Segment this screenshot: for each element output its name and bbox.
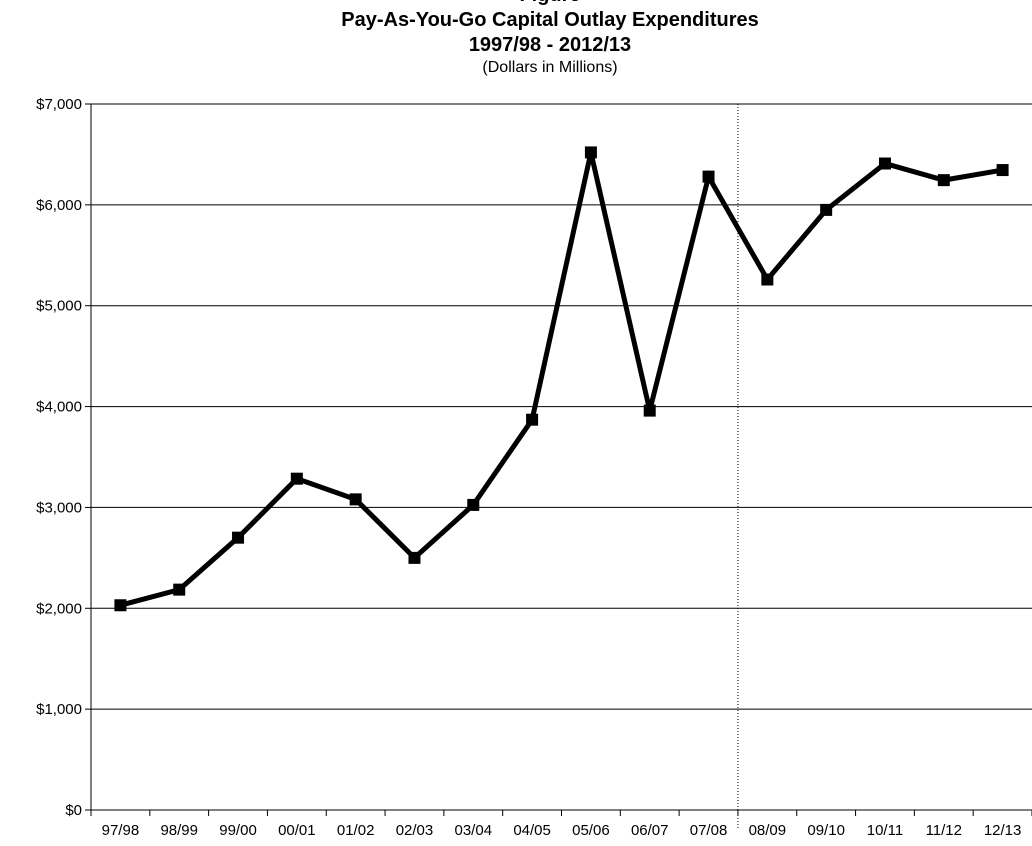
chart-title-clipped: Figure: [0, 0, 1032, 8]
data-point-marker: [467, 498, 480, 511]
x-tick-label: 97/98: [102, 822, 140, 839]
data-point-marker: [349, 493, 362, 506]
data-point-marker: [643, 404, 656, 417]
axes: [85, 103, 1032, 816]
x-tick-label: 05/06: [572, 822, 610, 839]
data-point-marker: [761, 273, 774, 286]
x-tick-label: 03/04: [455, 822, 493, 839]
data-point-marker: [232, 531, 245, 544]
x-tick-label: 06/07: [631, 822, 669, 839]
chart-title-block: Figure Pay-As-You-Go Capital Outlay Expe…: [0, 0, 1032, 78]
x-tick-label: 10/11: [867, 822, 903, 839]
gridlines: [91, 103, 1032, 828]
data-point-marker: [996, 164, 1009, 177]
y-tick-label: $3,000: [36, 499, 82, 516]
data-point-marker: [173, 583, 186, 596]
x-tick-label: 01/02: [337, 822, 375, 839]
chart-title: Pay-As-You-Go Capital Outlay Expenditure…: [341, 9, 759, 31]
x-tick-label: 07/08: [690, 822, 728, 839]
y-axis-tick-labels: $0 $1,000 $2,000 $3,000 $4,000 $5,000 $6,000 $7…: [36, 96, 82, 819]
data-point-marker: [290, 472, 303, 485]
data-point-marker: [937, 174, 950, 187]
data-point-marker: [702, 170, 715, 183]
data-point-marker: [526, 413, 539, 426]
data-point-marker: [584, 146, 597, 159]
data-point-marker: [408, 551, 421, 564]
y-tick-label: $5,000: [36, 298, 82, 315]
x-tick-label: 09/10: [807, 822, 845, 839]
x-tick-label: 12/13: [984, 822, 1022, 839]
data-point-marker: [114, 599, 127, 612]
x-axis-tick-labels: 97/98 98/99 99/00 00/01 01/02 02/03 03/04 04/05…: [102, 822, 1022, 839]
y-tick-label: $1,000: [36, 701, 82, 718]
x-tick-label: 98/99: [160, 822, 198, 839]
x-tick-label: 08/09: [749, 822, 787, 839]
series-line: [119, 151, 1004, 608]
chart-unit-note: (Dollars in Millions): [482, 59, 618, 76]
data-point-marker: [820, 203, 833, 216]
x-tick-label: 11/12: [926, 822, 962, 839]
data-point-marker: [878, 157, 891, 170]
x-tick-label: 04/05: [513, 822, 551, 839]
series: [114, 146, 1009, 612]
x-tick-label: 02/03: [396, 822, 434, 839]
y-tick-label: $6,000: [36, 197, 82, 214]
chart-subtitle: 1997/98 - 2012/13: [468, 34, 632, 56]
y-tick-label: $7,000: [36, 96, 82, 113]
y-tick-label: $4,000: [36, 399, 82, 416]
y-tick-label: $0: [65, 802, 82, 819]
x-tick-label: 99/00: [219, 822, 257, 839]
x-tick-label: 00/01: [278, 822, 316, 839]
y-tick-label: $2,000: [36, 600, 82, 617]
